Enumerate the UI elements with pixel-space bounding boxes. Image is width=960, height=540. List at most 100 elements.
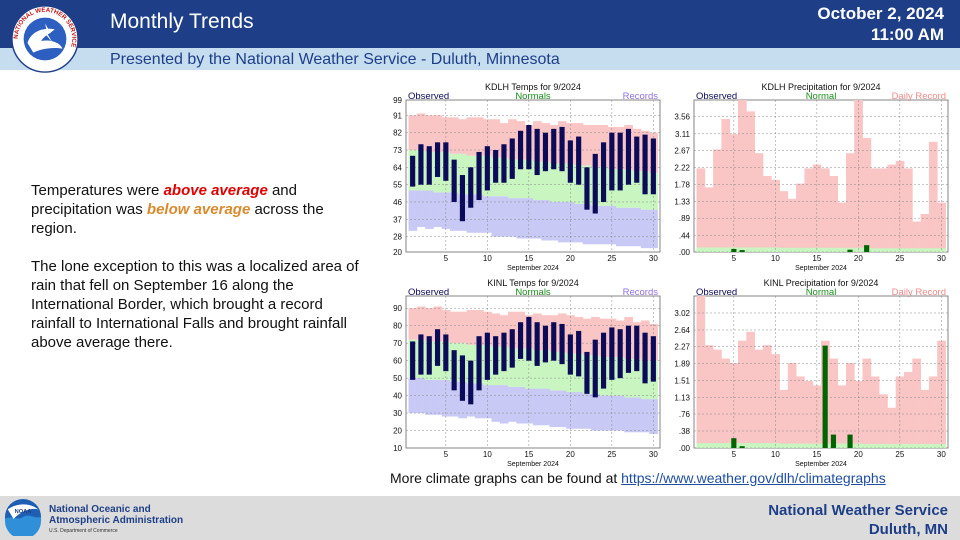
y-tick-label: 46	[393, 198, 402, 207]
observed-precip-bar	[864, 245, 870, 252]
record-low-band	[632, 397, 642, 433]
record-low-band	[616, 395, 625, 431]
normal-bar	[696, 443, 706, 448]
observed-temp-bar	[650, 138, 656, 195]
daily-record-bar	[879, 168, 888, 252]
y-tick-label: 3.02	[674, 309, 690, 318]
observed-temp-bar	[609, 327, 615, 380]
record-high-band	[416, 306, 426, 340]
legend-observed: Observed	[696, 287, 737, 298]
record-low-band	[408, 378, 418, 414]
page-title: Monthly Trends	[110, 10, 254, 33]
y-tick-label: 60	[393, 357, 402, 366]
daily-record-bar	[696, 168, 706, 252]
footer-office: National Weather Service Duluth, MN	[768, 501, 948, 539]
record-low-band	[433, 192, 443, 227]
legend-normal: Normal	[806, 287, 837, 298]
record-high-band	[591, 125, 600, 168]
normal-bar	[754, 443, 764, 448]
record-high-band	[491, 313, 501, 347]
more-graphs-note: More climate graphs can be found at http…	[390, 470, 886, 486]
x-tick-label: 25	[607, 450, 616, 459]
record-low-band	[474, 383, 484, 419]
observed-temp-bar	[634, 136, 640, 183]
observed-temp-bar	[551, 322, 557, 361]
y-tick-label: 2.22	[674, 164, 690, 173]
observed-temp-bar	[567, 140, 573, 183]
observed-precip-bar	[739, 446, 745, 448]
record-low-band	[624, 397, 634, 433]
y-tick-label: 64	[393, 163, 402, 172]
observed-precip-bar	[822, 345, 828, 448]
record-high-band	[449, 117, 459, 154]
x-tick-label: 30	[649, 450, 658, 459]
x-tick-label: 20	[854, 254, 863, 263]
normal-bar	[721, 443, 731, 448]
legend-daily-record: Daily Record	[892, 91, 946, 102]
daily-record-bar	[787, 363, 797, 448]
time-text: 11:00 AM	[870, 25, 944, 44]
normal-bar	[721, 247, 731, 252]
record-low-band	[508, 386, 517, 422]
normal-bar	[779, 247, 789, 252]
record-low-band	[524, 388, 534, 424]
normal-bar	[912, 248, 922, 252]
y-tick-label: 99	[393, 96, 402, 105]
summary-paragraph-1: Temperatures were above average and prec…	[31, 181, 371, 238]
observed-temp-bar	[542, 325, 549, 363]
y-tick-label: 1.51	[674, 376, 690, 385]
record-low-band	[425, 379, 434, 415]
record-low-band	[574, 203, 584, 243]
legend-records: Records	[623, 91, 659, 102]
noaa-line-3: U.S. Department of Commerce	[49, 528, 118, 534]
record-high-band	[433, 115, 443, 152]
normal-bar	[920, 248, 930, 252]
y-tick-label: 28	[393, 233, 402, 242]
legend-observed: Observed	[408, 91, 449, 102]
footer-city: Duluth, MN	[868, 521, 948, 538]
daily-record-bar	[746, 331, 755, 448]
x-tick-label: 20	[854, 450, 863, 459]
y-tick-label: 2.67	[674, 147, 690, 156]
daily-record-bar	[771, 179, 780, 252]
record-low-band	[416, 190, 426, 227]
normal-bar	[928, 443, 938, 448]
observed-temp-bar	[609, 132, 615, 191]
normal-bar	[937, 248, 946, 252]
normal-bar	[879, 248, 888, 252]
record-low-band	[582, 203, 592, 245]
daily-record-bar	[804, 168, 814, 252]
x-tick-label: 30	[649, 254, 658, 263]
normal-bar	[895, 248, 905, 252]
normal-band	[632, 171, 642, 208]
climategraphs-link[interactable]: https://www.weather.gov/dlh/climategraph…	[621, 470, 886, 486]
observed-temp-bar	[534, 322, 540, 366]
daily-record-bar	[837, 202, 847, 252]
record-low-band	[449, 192, 459, 231]
daily-record-bar	[704, 187, 714, 252]
daily-record-bar	[854, 380, 863, 448]
daily-record-bar	[762, 345, 772, 448]
normal-bar	[796, 443, 805, 448]
normal-bar	[804, 247, 814, 252]
legend-observed: Observed	[408, 287, 449, 298]
observed-temp-bar	[576, 136, 582, 185]
daily-record-bar	[912, 221, 922, 252]
observed-temp-bar	[459, 175, 466, 222]
daily-record-bar	[937, 340, 946, 448]
kdlh-temps-chart: KDLH Temps for 9/2024 Observed Normals Reco…	[378, 80, 666, 272]
observed-temp-bar	[534, 128, 540, 176]
daily-record-bar	[937, 202, 946, 252]
observed-temp-bar	[418, 334, 424, 375]
below-average-text: below average	[146, 201, 251, 218]
record-high-band	[582, 318, 592, 356]
observed-temp-bar	[584, 351, 590, 394]
y-tick-label: 50	[393, 374, 402, 383]
daily-record-bar	[895, 160, 905, 252]
x-tick-label: 10	[483, 254, 492, 263]
normal-bar	[870, 443, 880, 448]
record-high-band	[416, 113, 426, 151]
summary-p1-c: across the region.	[31, 201, 324, 237]
observed-temp-bar	[476, 151, 482, 201]
observed-temp-bar	[650, 336, 656, 382]
